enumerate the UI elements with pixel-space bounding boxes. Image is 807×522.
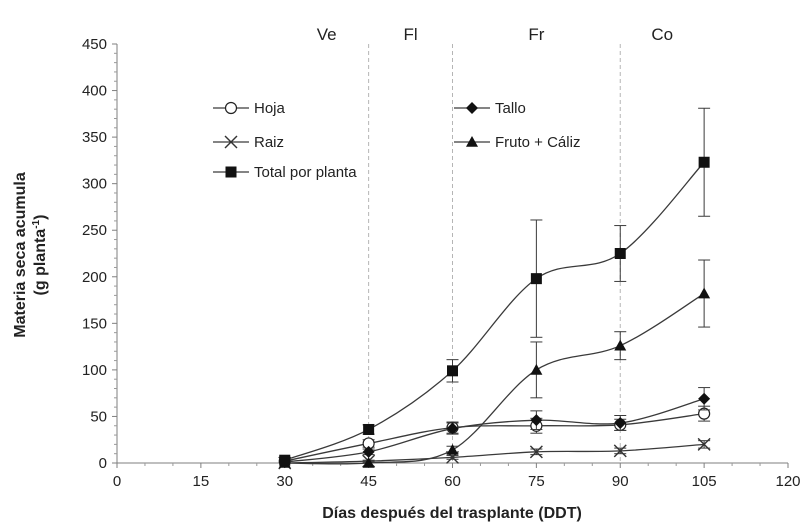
x-tick-label: 75	[528, 473, 545, 490]
y-tick-label: 400	[82, 83, 107, 100]
data-point	[530, 414, 543, 427]
x-tick-label: 90	[612, 473, 629, 490]
legend-marker	[466, 102, 478, 114]
legend-item-fruto-caliz: Fruto + Cáliz	[454, 134, 580, 151]
marker-x-stroke	[224, 135, 238, 149]
data-point	[279, 454, 291, 466]
legend-item-raiz: Raiz	[213, 134, 284, 151]
phase-label-fr: Fr	[528, 25, 544, 44]
series-layer	[278, 107, 711, 470]
x-tick-label: 0	[113, 473, 121, 490]
legend-label: Hoja	[254, 100, 286, 117]
data-point	[698, 392, 711, 405]
data-point	[614, 339, 627, 351]
y-tick-label: 50	[90, 408, 107, 425]
data-point	[698, 287, 711, 299]
y-tick-label: 300	[82, 176, 107, 193]
data-point	[697, 437, 711, 451]
series-fruto-caliz	[278, 259, 711, 468]
y-axis-unit-close: )	[32, 215, 49, 220]
legend-label: Raiz	[254, 134, 284, 151]
phase-label-co: Co	[651, 25, 673, 44]
x-tick-label: 30	[276, 473, 293, 490]
y-tick-label: 100	[82, 362, 107, 379]
series-line	[284, 413, 705, 462]
legend: Hoja Tallo Raiz Fruto + Cáliz Total por plan…	[213, 100, 580, 181]
x-tick-label: 105	[692, 473, 717, 490]
series-line	[284, 443, 705, 464]
legend-marker	[466, 136, 478, 147]
axes: 0 50 100 150 200 250 300 350 400 450 0 15 30 45 60 75 90…	[82, 36, 801, 490]
data-point	[613, 444, 627, 458]
x-tick-label: 45	[360, 473, 377, 490]
x-tick-label: 120	[775, 473, 800, 490]
legend-item-total-por-planta: Total por planta	[213, 164, 357, 181]
x-tick-label: 15	[193, 473, 210, 490]
series-tallo	[278, 387, 711, 469]
data-point	[530, 363, 543, 375]
data-point	[362, 445, 375, 458]
y-tick-label: 200	[82, 269, 107, 286]
legend-item-tallo: Tallo	[454, 100, 526, 117]
legend-item-hoja: Hoja	[213, 100, 286, 117]
data-point	[447, 365, 458, 377]
series-hoja	[278, 405, 711, 468]
y-tick-label: 350	[82, 129, 107, 146]
phase-labels: Ve Fl Fr Co	[317, 25, 673, 44]
data-point	[614, 416, 627, 429]
data-point	[529, 445, 543, 459]
legend-label: Tallo	[495, 100, 526, 117]
y-tick-label: 250	[82, 222, 107, 239]
marker-x-stroke	[613, 444, 627, 458]
phase-label-ve: Ve	[317, 25, 337, 44]
legend-marker	[225, 166, 237, 178]
data-point	[614, 248, 626, 259]
y-tick-label: 450	[82, 36, 107, 53]
x-axis-title: Días después del trasplante (DDT)	[322, 505, 582, 522]
series-line	[284, 161, 705, 461]
data-point	[698, 156, 710, 168]
legend-marker	[224, 101, 238, 115]
series-line	[284, 292, 705, 465]
marker-x-stroke	[529, 445, 543, 459]
y-axis-unit-sup: -1	[31, 219, 42, 228]
data-point	[446, 422, 459, 435]
legend-marker	[224, 135, 238, 149]
y-axis-unit-text: (g planta	[32, 229, 49, 296]
marker-x-stroke	[697, 437, 711, 451]
y-tick-label: 0	[99, 455, 107, 472]
legend-label: Total por planta	[254, 164, 357, 181]
y-tick-label: 150	[82, 315, 107, 332]
series-line	[284, 398, 705, 463]
data-point	[530, 273, 542, 285]
series-total-por-planta	[279, 107, 711, 466]
data-point	[446, 443, 459, 455]
phase-label-fl: Fl	[403, 25, 417, 44]
x-tick-label: 60	[444, 473, 461, 490]
y-axis-title-unit: (g planta-1)	[31, 215, 49, 296]
y-axis-title: Materia seca acumula	[12, 172, 29, 338]
data-point	[362, 457, 375, 468]
legend-label: Fruto + Cáliz	[495, 134, 580, 151]
data-point	[363, 423, 375, 435]
